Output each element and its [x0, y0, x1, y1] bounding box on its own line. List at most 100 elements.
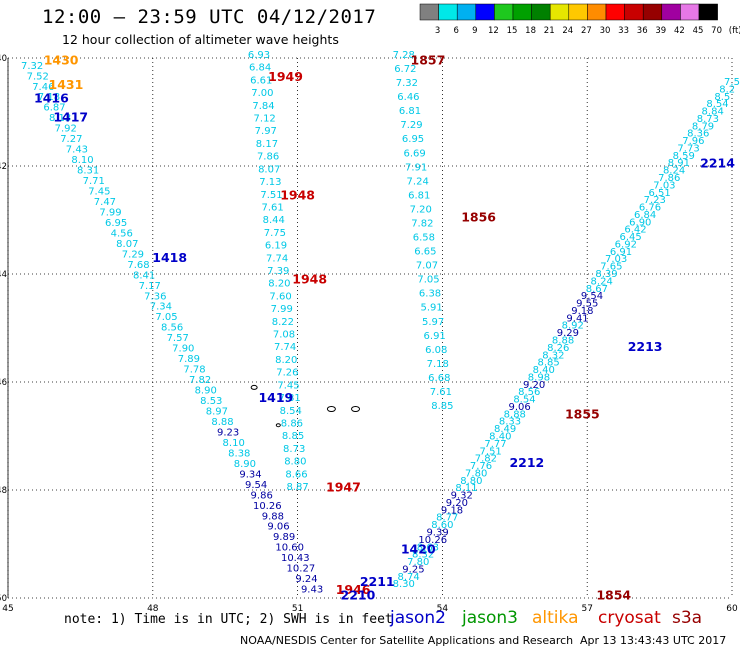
- swh-value-label: 8.32: [542, 350, 564, 361]
- swh-value-label: 8.54: [513, 395, 535, 406]
- footer-credit: NOAA/NESDIS Center for Satellite Applica…: [240, 634, 574, 647]
- x-tick-label: 57: [581, 604, 592, 614]
- swh-value-label: 10.43: [281, 553, 310, 564]
- swh-value-label: 8.56: [518, 387, 540, 398]
- swh-value-label: 8.85: [537, 358, 559, 369]
- swh-value-label: 8.36: [687, 129, 709, 140]
- swh-value-label: 7.05: [417, 275, 439, 286]
- swh-value-label: 7.26: [276, 368, 298, 379]
- swh-value-label: 8.49: [494, 424, 516, 435]
- swh-value-label: 8.13: [49, 113, 71, 124]
- swh-value-label: 7.99: [99, 207, 121, 218]
- pass-time-label: 1856: [461, 209, 496, 224]
- swh-value-label: 8.24: [591, 276, 613, 287]
- swh-value-label: 7.92: [55, 124, 77, 135]
- swh-value-label: 7.77: [484, 439, 506, 450]
- swh-value-label: 8.87: [286, 482, 308, 493]
- swh-value-label: 10.27: [287, 564, 316, 575]
- swh-value-label: 7.99: [271, 304, 293, 315]
- swh-value-label: 6.91: [610, 247, 632, 258]
- colorbar-label: 3: [435, 26, 440, 36]
- swh-value-label: 8.74: [397, 572, 419, 583]
- swh-value-label: 8.26: [547, 343, 569, 354]
- swh-value-label: 7.61: [261, 202, 283, 213]
- swh-value-label: 7.97: [255, 126, 277, 137]
- swh-value-label: 7.36: [144, 291, 166, 302]
- swh-value-label: 7.03: [605, 254, 627, 265]
- swh-value-label: 8.59: [673, 151, 695, 162]
- pass-time-label: 1855: [565, 406, 600, 421]
- swh-value-label: 5.91: [420, 303, 442, 314]
- swh-value-label: 6.08: [425, 345, 447, 356]
- swh-value-label: 7.34: [150, 302, 172, 313]
- swh-value-label: 9.34: [239, 469, 261, 480]
- swh-value-label: 8.22: [272, 317, 294, 328]
- pass-time-label: 1417: [53, 109, 88, 124]
- pass-time-label: 1418: [152, 250, 187, 265]
- swh-value-label: 7.65: [600, 262, 622, 273]
- island-outline: [250, 384, 258, 390]
- swh-value-label: 7.5: [724, 77, 740, 88]
- swh-value-label: 7.80: [407, 557, 429, 568]
- pass-time-label: 1416: [34, 91, 69, 106]
- island-outline: [275, 423, 281, 428]
- swh-value-label: 7.76: [470, 461, 492, 472]
- swh-value-label: 8.24: [663, 166, 685, 177]
- swh-value-label: 9.54: [245, 480, 267, 491]
- island-outline: [351, 406, 361, 412]
- swh-value-label: 8.10: [71, 155, 93, 166]
- swh-value-label: 6.90: [629, 217, 651, 228]
- swh-value-label: 7.73: [677, 143, 699, 154]
- x-tick-label: 54: [437, 604, 449, 614]
- swh-value-label: 7.07: [416, 261, 438, 272]
- swh-value-label: 7.80: [465, 468, 487, 479]
- swh-value-label: 8.84: [702, 107, 724, 118]
- swh-value-label: 7.81: [279, 393, 301, 404]
- swh-value-label: 7.61: [430, 387, 452, 398]
- swh-value-label: 8.98: [528, 372, 550, 383]
- swh-value-label: 8.40: [489, 431, 511, 442]
- chart-subtitle: 12 hour collection of altimeter wave hei…: [62, 32, 339, 47]
- swh-value-label: 6.46: [397, 92, 419, 103]
- colorbar-label: 15: [507, 26, 518, 36]
- swh-value-label: 6.91: [424, 331, 446, 342]
- swh-value-label: 10.26: [418, 535, 447, 546]
- swh-value-label: 6.19: [265, 241, 287, 252]
- colorbar-label: 36: [637, 26, 648, 36]
- swh-value-label: 9.39: [426, 528, 448, 539]
- pass-time-label: 1946: [336, 582, 371, 597]
- swh-value-label: 8.88: [504, 409, 526, 420]
- y-tick-label: -46: [0, 378, 7, 388]
- swh-value-label: 7.84: [252, 101, 274, 112]
- colorbar-label: 27: [581, 26, 592, 36]
- swh-value-label: 6.61: [250, 75, 272, 86]
- y-tick-label: -50: [0, 594, 7, 604]
- swh-value-label: 7.52: [27, 71, 49, 82]
- pass-time-label: 1949: [268, 69, 303, 84]
- swh-value-label: 8.88: [552, 335, 574, 346]
- swh-value-label: 8.66: [285, 469, 307, 480]
- swh-value-label: 8.63: [417, 542, 439, 553]
- swh-value-label: 6.51: [648, 188, 670, 199]
- swh-value-label: 8.07: [116, 239, 138, 250]
- x-tick-label: 48: [147, 604, 159, 614]
- swh-value-label: 8.20: [275, 355, 297, 366]
- pass-time-label: 2214: [700, 155, 735, 170]
- swh-value-label: 6.95: [105, 218, 127, 229]
- legend-jason2: jason2: [390, 608, 446, 628]
- colorbar-label: 24: [562, 26, 573, 36]
- swh-value-label: 8.79: [692, 121, 714, 132]
- swh-value-label: 7.29: [122, 249, 144, 260]
- swh-value-label: 6.81: [408, 190, 430, 201]
- swh-value-label: 7.13: [259, 177, 281, 188]
- swh-value-label: 8.88: [211, 417, 233, 428]
- swh-value-label: 8.54: [706, 99, 728, 110]
- colorbar-label: 9: [472, 26, 477, 36]
- swh-value-label: 7.17: [139, 281, 161, 292]
- pass-time-label: 1431: [49, 77, 84, 92]
- swh-value-label: 7.32: [396, 78, 418, 89]
- colorbar-label: 70: [711, 26, 722, 36]
- pass-time-label: 1430: [44, 53, 79, 68]
- swh-value-label: 7.86: [257, 152, 279, 163]
- swh-value-label: 9.24: [295, 574, 317, 585]
